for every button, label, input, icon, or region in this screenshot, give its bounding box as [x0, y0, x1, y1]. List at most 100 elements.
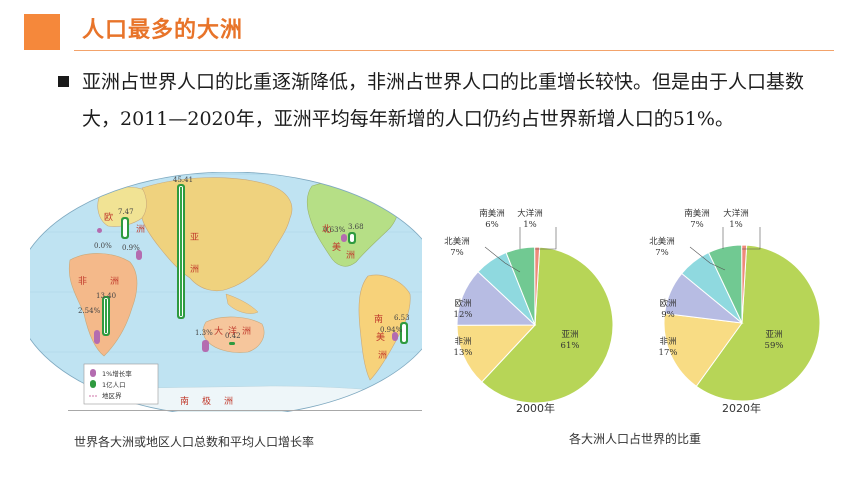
pie-slice-label: 北美洲 7%	[632, 237, 692, 259]
pie-slice-label: 大洋洲 1%	[706, 209, 766, 231]
pie-slice	[534, 246, 541, 326]
south-america-growth-value: 0.94%	[380, 326, 403, 334]
legend-boundary-label: 地区界	[102, 391, 122, 400]
pie-slice-label: 南美洲 6%	[462, 209, 522, 231]
pie-slice-value: 7%	[655, 248, 669, 258]
pie-slice-name: 亚洲	[765, 330, 783, 340]
north-america-label-char: 洲	[346, 250, 355, 261]
pie-slice-name: 南美洲	[479, 209, 505, 219]
africa-label-char: 非	[78, 275, 87, 287]
pie-slice-name: 北美洲	[649, 237, 675, 247]
oceania-label-char: 大	[214, 325, 223, 337]
africa-population-bar	[102, 296, 110, 336]
north-america-label-char: 美	[332, 241, 341, 253]
north-america-population-value: 3.68	[348, 223, 364, 231]
pie-leader-line	[535, 227, 557, 250]
world-map: 45.41 7.47 0.9% 0.0% 13.40 2.54% 0.63% 3…	[30, 172, 422, 412]
asia-growth-value: 0.9%	[122, 244, 140, 252]
pie-slice-name: 大洋洲	[723, 209, 749, 219]
pie-leader-line	[484, 246, 521, 273]
asia-label-char: 亚	[190, 232, 199, 243]
africa-growth-value: 2.54%	[78, 307, 101, 315]
pie-slice-label: 欧洲 12%	[433, 299, 493, 321]
pie-slice-label: 欧洲 9%	[638, 299, 698, 321]
oceania-growth-ring	[202, 340, 209, 352]
asia-population-value: 45.41	[173, 176, 193, 184]
pie-slice-value: 61%	[560, 341, 580, 351]
north-america-growth-value: 0.63%	[323, 226, 346, 234]
antarctica-label-char: 洲	[224, 396, 233, 407]
north-america-growth-ring	[341, 234, 347, 242]
africa-label-char: 洲	[110, 276, 119, 287]
pie-slice-value: 9%	[661, 310, 675, 320]
europe-label-char: 洲	[136, 224, 145, 235]
africa-growth-ring	[94, 330, 100, 344]
pie-slice-name: 南美洲	[684, 209, 710, 219]
legend-population-label: 1亿人口	[102, 380, 126, 389]
map-caption: 世界各大洲或地区人口总数和平均人口增长率	[74, 435, 315, 449]
antarctica-label-char: 极	[202, 395, 211, 407]
pie-slice-name: 非洲	[659, 337, 677, 347]
world-map-figure: 45.41 7.47 0.9% 0.0% 13.40 2.54% 0.63% 3…	[30, 172, 422, 412]
asia-label-char: 洲	[190, 264, 199, 275]
pie-slice-value: 7%	[690, 220, 704, 230]
population-legend-icon	[90, 380, 96, 388]
australia-landmass	[202, 316, 265, 353]
south-america-label-char: 洲	[378, 350, 387, 361]
pie-slice-label: 南美洲 7%	[667, 209, 727, 231]
legend-growth-label: 1%增长率	[102, 369, 132, 378]
south-america-growth-ring	[392, 332, 398, 341]
asia-population-bar	[177, 184, 185, 319]
bullet-square	[58, 76, 69, 87]
pie-slice	[741, 244, 748, 324]
pie-slice-value: 59%	[764, 341, 784, 351]
body-paragraph: 亚洲占世界人口的比重逐渐降低，非洲占世界人口的比重增长较快。但是由于人口基数大，…	[82, 71, 805, 130]
title-underline	[74, 50, 834, 51]
oceania-growth-value: 1.3%	[195, 329, 213, 337]
page-title: 人口最多的大洲	[82, 18, 244, 43]
europe-growth-ring	[97, 228, 102, 233]
pie-slice	[456, 324, 537, 383]
southeast-asia-islands	[225, 293, 259, 314]
europe-growth-value: 0.0%	[94, 242, 112, 250]
antarctica-label-char: 南	[180, 395, 189, 407]
pie-slice	[481, 246, 614, 404]
pie-slice	[695, 244, 821, 402]
pie-slice-label: 北美洲 7%	[427, 237, 487, 259]
pie-slice-name: 欧洲	[454, 299, 472, 309]
pie-slice-value: 7%	[450, 248, 464, 258]
south-america-population-bar	[400, 322, 408, 344]
africa-population-value: 13.40	[96, 292, 116, 300]
europe-population-value: 7.47	[118, 208, 134, 216]
pie-leader-line	[742, 227, 761, 250]
growth-rate-legend-icon	[90, 369, 96, 377]
oceania-population-value: 0.42	[225, 332, 241, 340]
map-bottom-rule	[68, 410, 422, 411]
pie-slice-name: 亚洲	[561, 330, 579, 340]
oceania-label-char: 洋	[228, 325, 237, 337]
pie-slice-value: 17%	[658, 348, 678, 358]
pie-slice-value: 12%	[453, 310, 473, 320]
pie-year-label: 2000年	[516, 402, 555, 415]
europe-label-char: 欧	[104, 211, 113, 223]
pie-slice-label: 大洋洲 1%	[500, 209, 560, 231]
pie-slice-label: 非洲 17%	[638, 337, 698, 359]
south-america-label-char: 美	[376, 331, 385, 343]
south-america-label-char: 南	[374, 313, 383, 325]
pie-caption: 各大洲人口占世界的比重	[569, 432, 702, 446]
pie-slice-value: 13%	[453, 348, 473, 358]
pie-year-label: 2020年	[722, 402, 761, 415]
pie-slice-name: 欧洲	[659, 299, 677, 309]
pie-slice-name: 大洋洲	[517, 209, 543, 219]
pie-slice-value: 1%	[523, 220, 537, 230]
pie-slice	[663, 312, 743, 387]
oceania-population-bar	[229, 342, 235, 345]
map-legend: 1%增长率 1亿人口 地区界	[83, 363, 159, 405]
europe-population-bar	[121, 217, 129, 239]
south-america-landmass	[358, 274, 411, 381]
asia-growth-ring	[136, 250, 142, 260]
pie-slice-label: 亚洲 61%	[540, 330, 600, 352]
pie-leader-line	[689, 246, 726, 271]
pie-slice-value: 6%	[485, 220, 499, 230]
